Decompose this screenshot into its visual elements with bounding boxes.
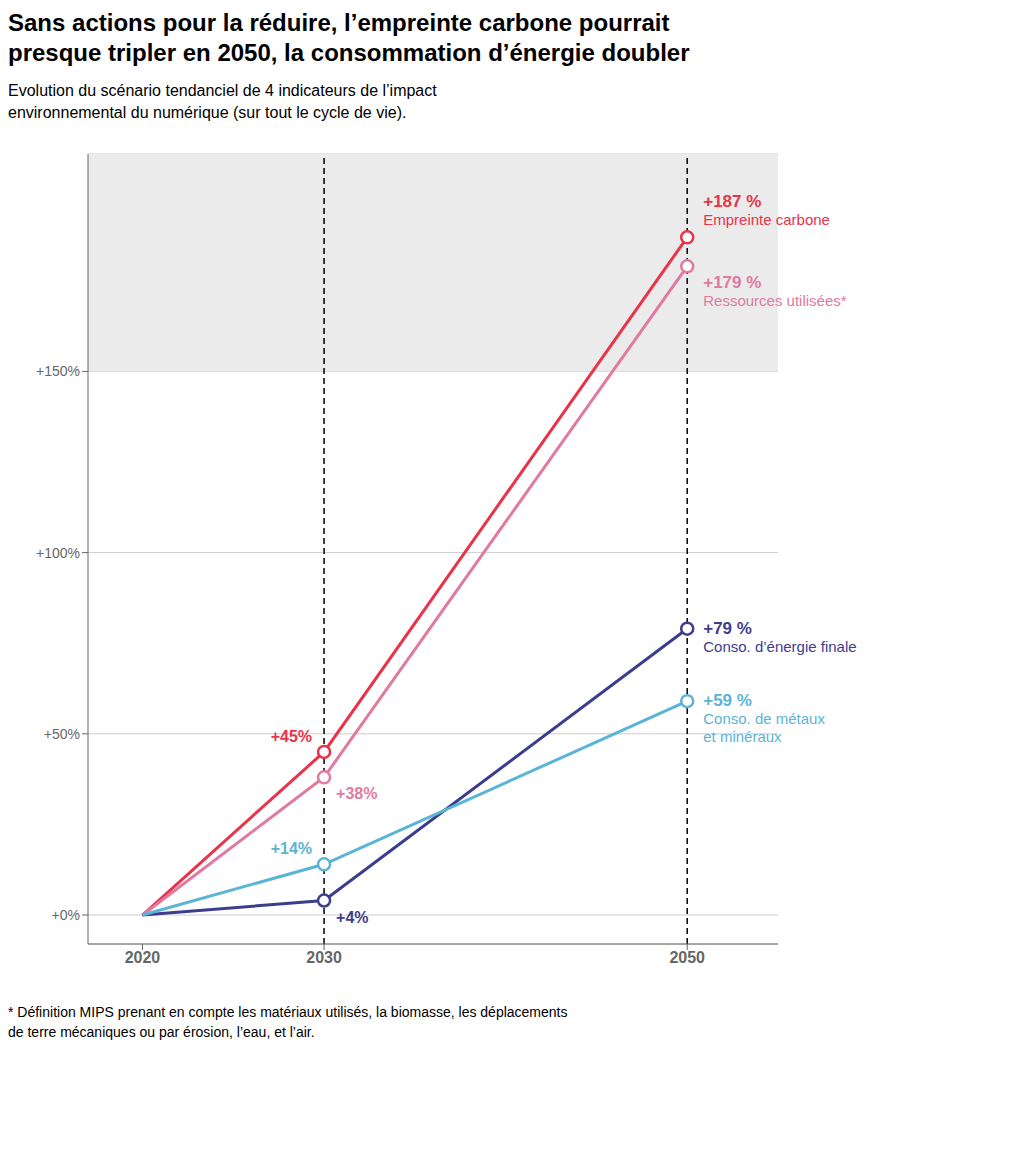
- svg-text:+38%: +38%: [336, 785, 377, 802]
- svg-text:+179 %: +179 %: [703, 273, 761, 292]
- svg-text:+59 %: +59 %: [703, 691, 752, 710]
- svg-text:2030: 2030: [306, 949, 342, 966]
- svg-text:+79 %: +79 %: [703, 619, 752, 638]
- svg-text:2020: 2020: [125, 949, 161, 966]
- svg-text:+150%: +150%: [36, 363, 80, 379]
- svg-text:+14%: +14%: [271, 840, 312, 857]
- svg-text:Ressources utilisées*: Ressources utilisées*: [703, 292, 847, 309]
- svg-text:Conso. d’énergie finale: Conso. d’énergie finale: [703, 638, 856, 655]
- svg-text:+50%: +50%: [44, 726, 80, 742]
- svg-text:2050: 2050: [669, 949, 705, 966]
- svg-text:Conso. de métauxet minéraux: Conso. de métauxet minéraux: [703, 710, 825, 745]
- svg-text:+0%: +0%: [52, 907, 80, 923]
- svg-text:+100%: +100%: [36, 545, 80, 561]
- svg-text:+187 %: +187 %: [703, 192, 761, 211]
- svg-text:+45%: +45%: [271, 728, 312, 745]
- html-text:Evolution du scénario tendanci: Evolution du scénario tendanciel de 4 in…: [8, 82, 437, 121]
- html-text:* Définition MIPS prenant en c: * Définition MIPS prenant en compte les …: [8, 1004, 568, 1040]
- svg-text:Empreinte carbone: Empreinte carbone: [703, 211, 830, 228]
- html-text:Sans actions pour la réduire,: Sans actions pour la réduire, l’empreint…: [8, 9, 690, 66]
- svg-text:+4%: +4%: [336, 909, 368, 926]
